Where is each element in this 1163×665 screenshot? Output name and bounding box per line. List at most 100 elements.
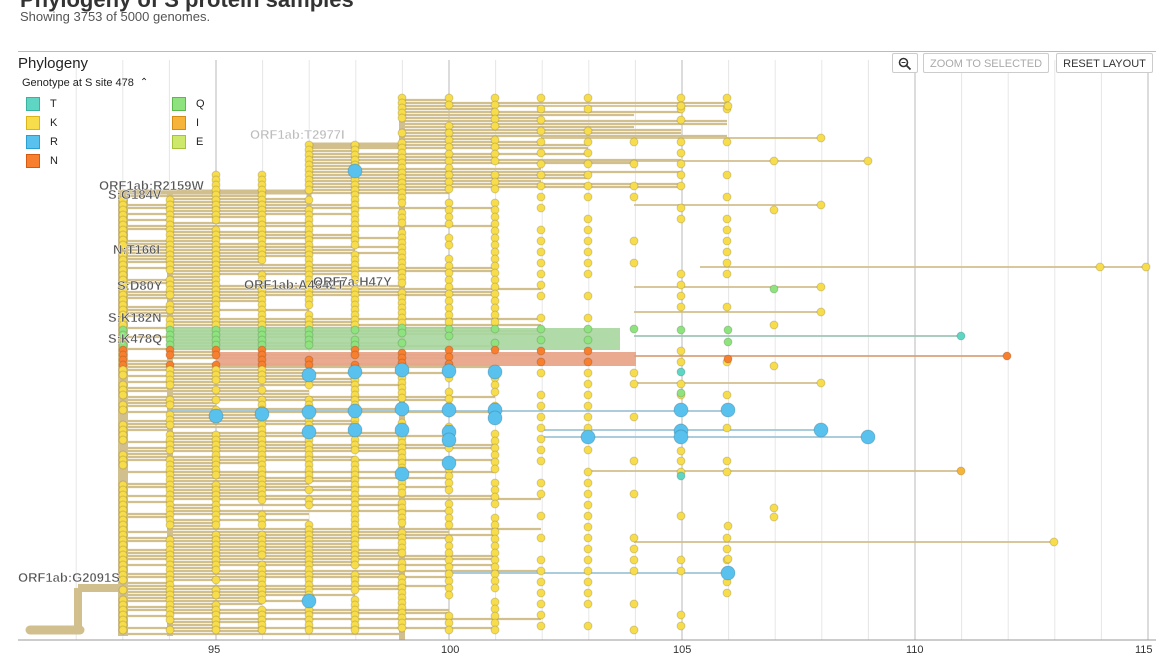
tip-k[interactable] xyxy=(211,215,221,225)
tip-k[interactable] xyxy=(583,225,593,235)
tip-q[interactable] xyxy=(583,335,593,345)
tip-k[interactable] xyxy=(722,467,732,477)
tip-k[interactable] xyxy=(722,544,732,554)
tip-k[interactable] xyxy=(536,203,546,213)
tip-k[interactable] xyxy=(536,533,546,543)
tip-k[interactable] xyxy=(629,181,639,191)
tip-q[interactable] xyxy=(397,328,407,338)
tip-k[interactable] xyxy=(536,478,546,488)
tip-k[interactable] xyxy=(444,184,454,194)
tip-r[interactable] xyxy=(347,163,363,179)
tip-q[interactable] xyxy=(536,335,546,345)
tip-k[interactable] xyxy=(257,275,267,285)
tip-q[interactable] xyxy=(490,324,500,334)
tip-q[interactable] xyxy=(304,340,314,350)
tip-k[interactable] xyxy=(722,93,732,103)
tip-k[interactable] xyxy=(722,423,732,433)
tip-k[interactable] xyxy=(397,278,407,288)
tip-k[interactable] xyxy=(583,588,593,598)
tip-k[interactable] xyxy=(583,489,593,499)
tip-k[interactable] xyxy=(118,390,128,400)
tip-n[interactable] xyxy=(536,357,546,367)
tip-r[interactable] xyxy=(720,565,736,581)
tip-k[interactable] xyxy=(676,115,686,125)
tip-r[interactable] xyxy=(254,406,270,422)
tip-k[interactable] xyxy=(536,192,546,202)
tip-k[interactable] xyxy=(583,379,593,389)
tip-k[interactable] xyxy=(676,159,686,169)
tip-k[interactable] xyxy=(536,401,546,411)
legend-item-r[interactable]: R xyxy=(26,135,58,151)
tip-k[interactable] xyxy=(211,565,221,575)
tip-k[interactable] xyxy=(722,214,732,224)
tip[interactable] xyxy=(816,282,826,292)
tip[interactable] xyxy=(769,361,779,371)
tip-k[interactable] xyxy=(722,170,732,180)
tip-k[interactable] xyxy=(350,445,360,455)
tip-r[interactable] xyxy=(720,402,736,418)
tip-k[interactable] xyxy=(257,550,267,560)
tip-q[interactable] xyxy=(536,324,546,334)
tip-k[interactable] xyxy=(629,456,639,466)
tip-r[interactable] xyxy=(441,363,457,379)
tip-k[interactable] xyxy=(304,625,314,635)
tip-k[interactable] xyxy=(165,265,175,275)
tip-k[interactable] xyxy=(397,563,407,573)
tip-r[interactable] xyxy=(208,408,224,424)
tip-k[interactable] xyxy=(118,575,128,585)
tip-k[interactable] xyxy=(536,610,546,620)
tip-k[interactable] xyxy=(676,148,686,158)
tip-k[interactable] xyxy=(536,225,546,235)
tip-k[interactable] xyxy=(629,533,639,543)
tip-k[interactable] xyxy=(165,420,175,430)
tip-r[interactable] xyxy=(301,404,317,420)
tip-k[interactable] xyxy=(722,192,732,202)
tip-k[interactable] xyxy=(490,583,500,593)
tip-k[interactable] xyxy=(257,520,267,530)
tip-k[interactable] xyxy=(304,500,314,510)
tip-k[interactable] xyxy=(676,203,686,213)
tip-k[interactable] xyxy=(536,412,546,422)
tip-k[interactable] xyxy=(583,148,593,158)
tip-k[interactable] xyxy=(722,225,732,235)
tip-k[interactable] xyxy=(397,113,407,123)
legend-item-t[interactable]: T xyxy=(26,97,57,113)
tip[interactable] xyxy=(676,388,686,398)
tip-k[interactable] xyxy=(722,390,732,400)
tip-r[interactable] xyxy=(673,402,689,418)
tip-k[interactable] xyxy=(211,520,221,530)
tip-n[interactable] xyxy=(490,345,500,355)
tip-k[interactable] xyxy=(536,236,546,246)
tip-k[interactable] xyxy=(536,599,546,609)
tip-k[interactable] xyxy=(397,128,407,138)
legend-item-k[interactable]: K xyxy=(26,116,57,132)
tip-k[interactable] xyxy=(629,192,639,202)
tip-k[interactable] xyxy=(676,346,686,356)
tip-k[interactable] xyxy=(350,625,360,635)
tip-k[interactable] xyxy=(444,100,454,110)
tip-k[interactable] xyxy=(629,566,639,576)
tip-n[interactable] xyxy=(165,350,175,360)
tip-k[interactable] xyxy=(583,566,593,576)
tip-k[interactable] xyxy=(583,533,593,543)
tip-k[interactable] xyxy=(165,305,175,315)
tip-k[interactable] xyxy=(490,464,500,474)
tip-k[interactable] xyxy=(722,269,732,279)
tip[interactable] xyxy=(1002,351,1012,361)
tip-k[interactable] xyxy=(583,467,593,477)
tip-k[interactable] xyxy=(444,485,454,495)
tip-k[interactable] xyxy=(722,247,732,257)
tip-k[interactable] xyxy=(536,445,546,455)
tip-n[interactable] xyxy=(211,350,221,360)
tip-k[interactable] xyxy=(676,93,686,103)
tip-k[interactable] xyxy=(211,385,221,395)
tip[interactable] xyxy=(723,521,733,531)
tip-k[interactable] xyxy=(676,456,686,466)
tip-k[interactable] xyxy=(583,544,593,554)
tip-k[interactable] xyxy=(444,240,454,250)
tip-k[interactable] xyxy=(676,280,686,290)
tip-r[interactable] xyxy=(301,367,317,383)
tip-k[interactable] xyxy=(583,236,593,246)
tip-k[interactable] xyxy=(118,585,128,595)
